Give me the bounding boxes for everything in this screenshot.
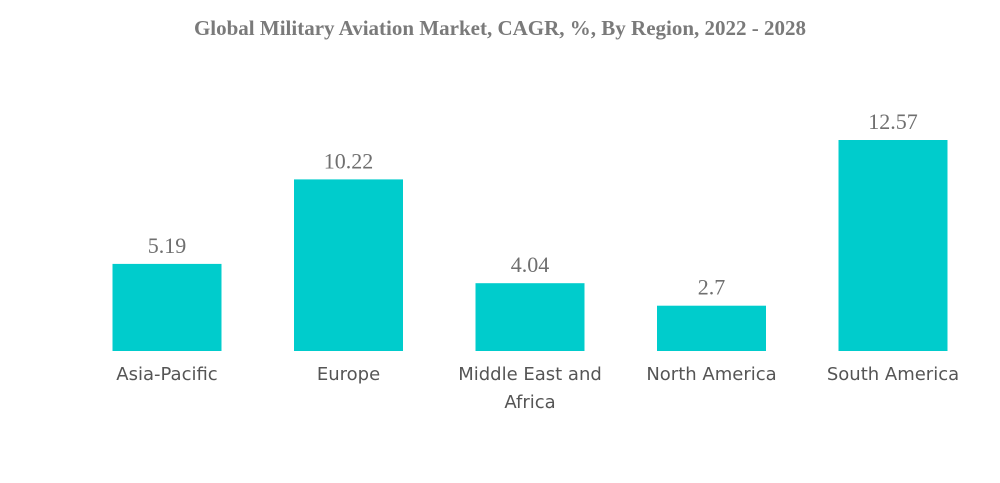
bar [294, 179, 403, 351]
bar [657, 305, 766, 351]
bar-value-label: 12.57 [868, 109, 918, 134]
bar [838, 140, 948, 351]
bars-layer: 5.19 Asia-Pacific 10.22 Europe 4.04 Middle Ea… [112, 109, 959, 413]
category-label: Middle East and [458, 364, 602, 385]
bar [475, 283, 585, 351]
category-label: Asia-Pacific [116, 364, 217, 385]
bar [112, 263, 222, 351]
bar-value-label: 5.19 [148, 233, 187, 258]
bar-value-label: 4.04 [511, 252, 550, 277]
category-label: North America [646, 364, 776, 385]
bar-value-label: 2.7 [698, 275, 726, 300]
category-label: South America [827, 364, 959, 385]
bar-value-label: 10.22 [324, 148, 374, 173]
category-label: Africa [504, 392, 555, 413]
category-label: Europe [317, 364, 380, 385]
chart-title: Global Military Aviation Market, CAGR, %… [193, 16, 807, 40]
